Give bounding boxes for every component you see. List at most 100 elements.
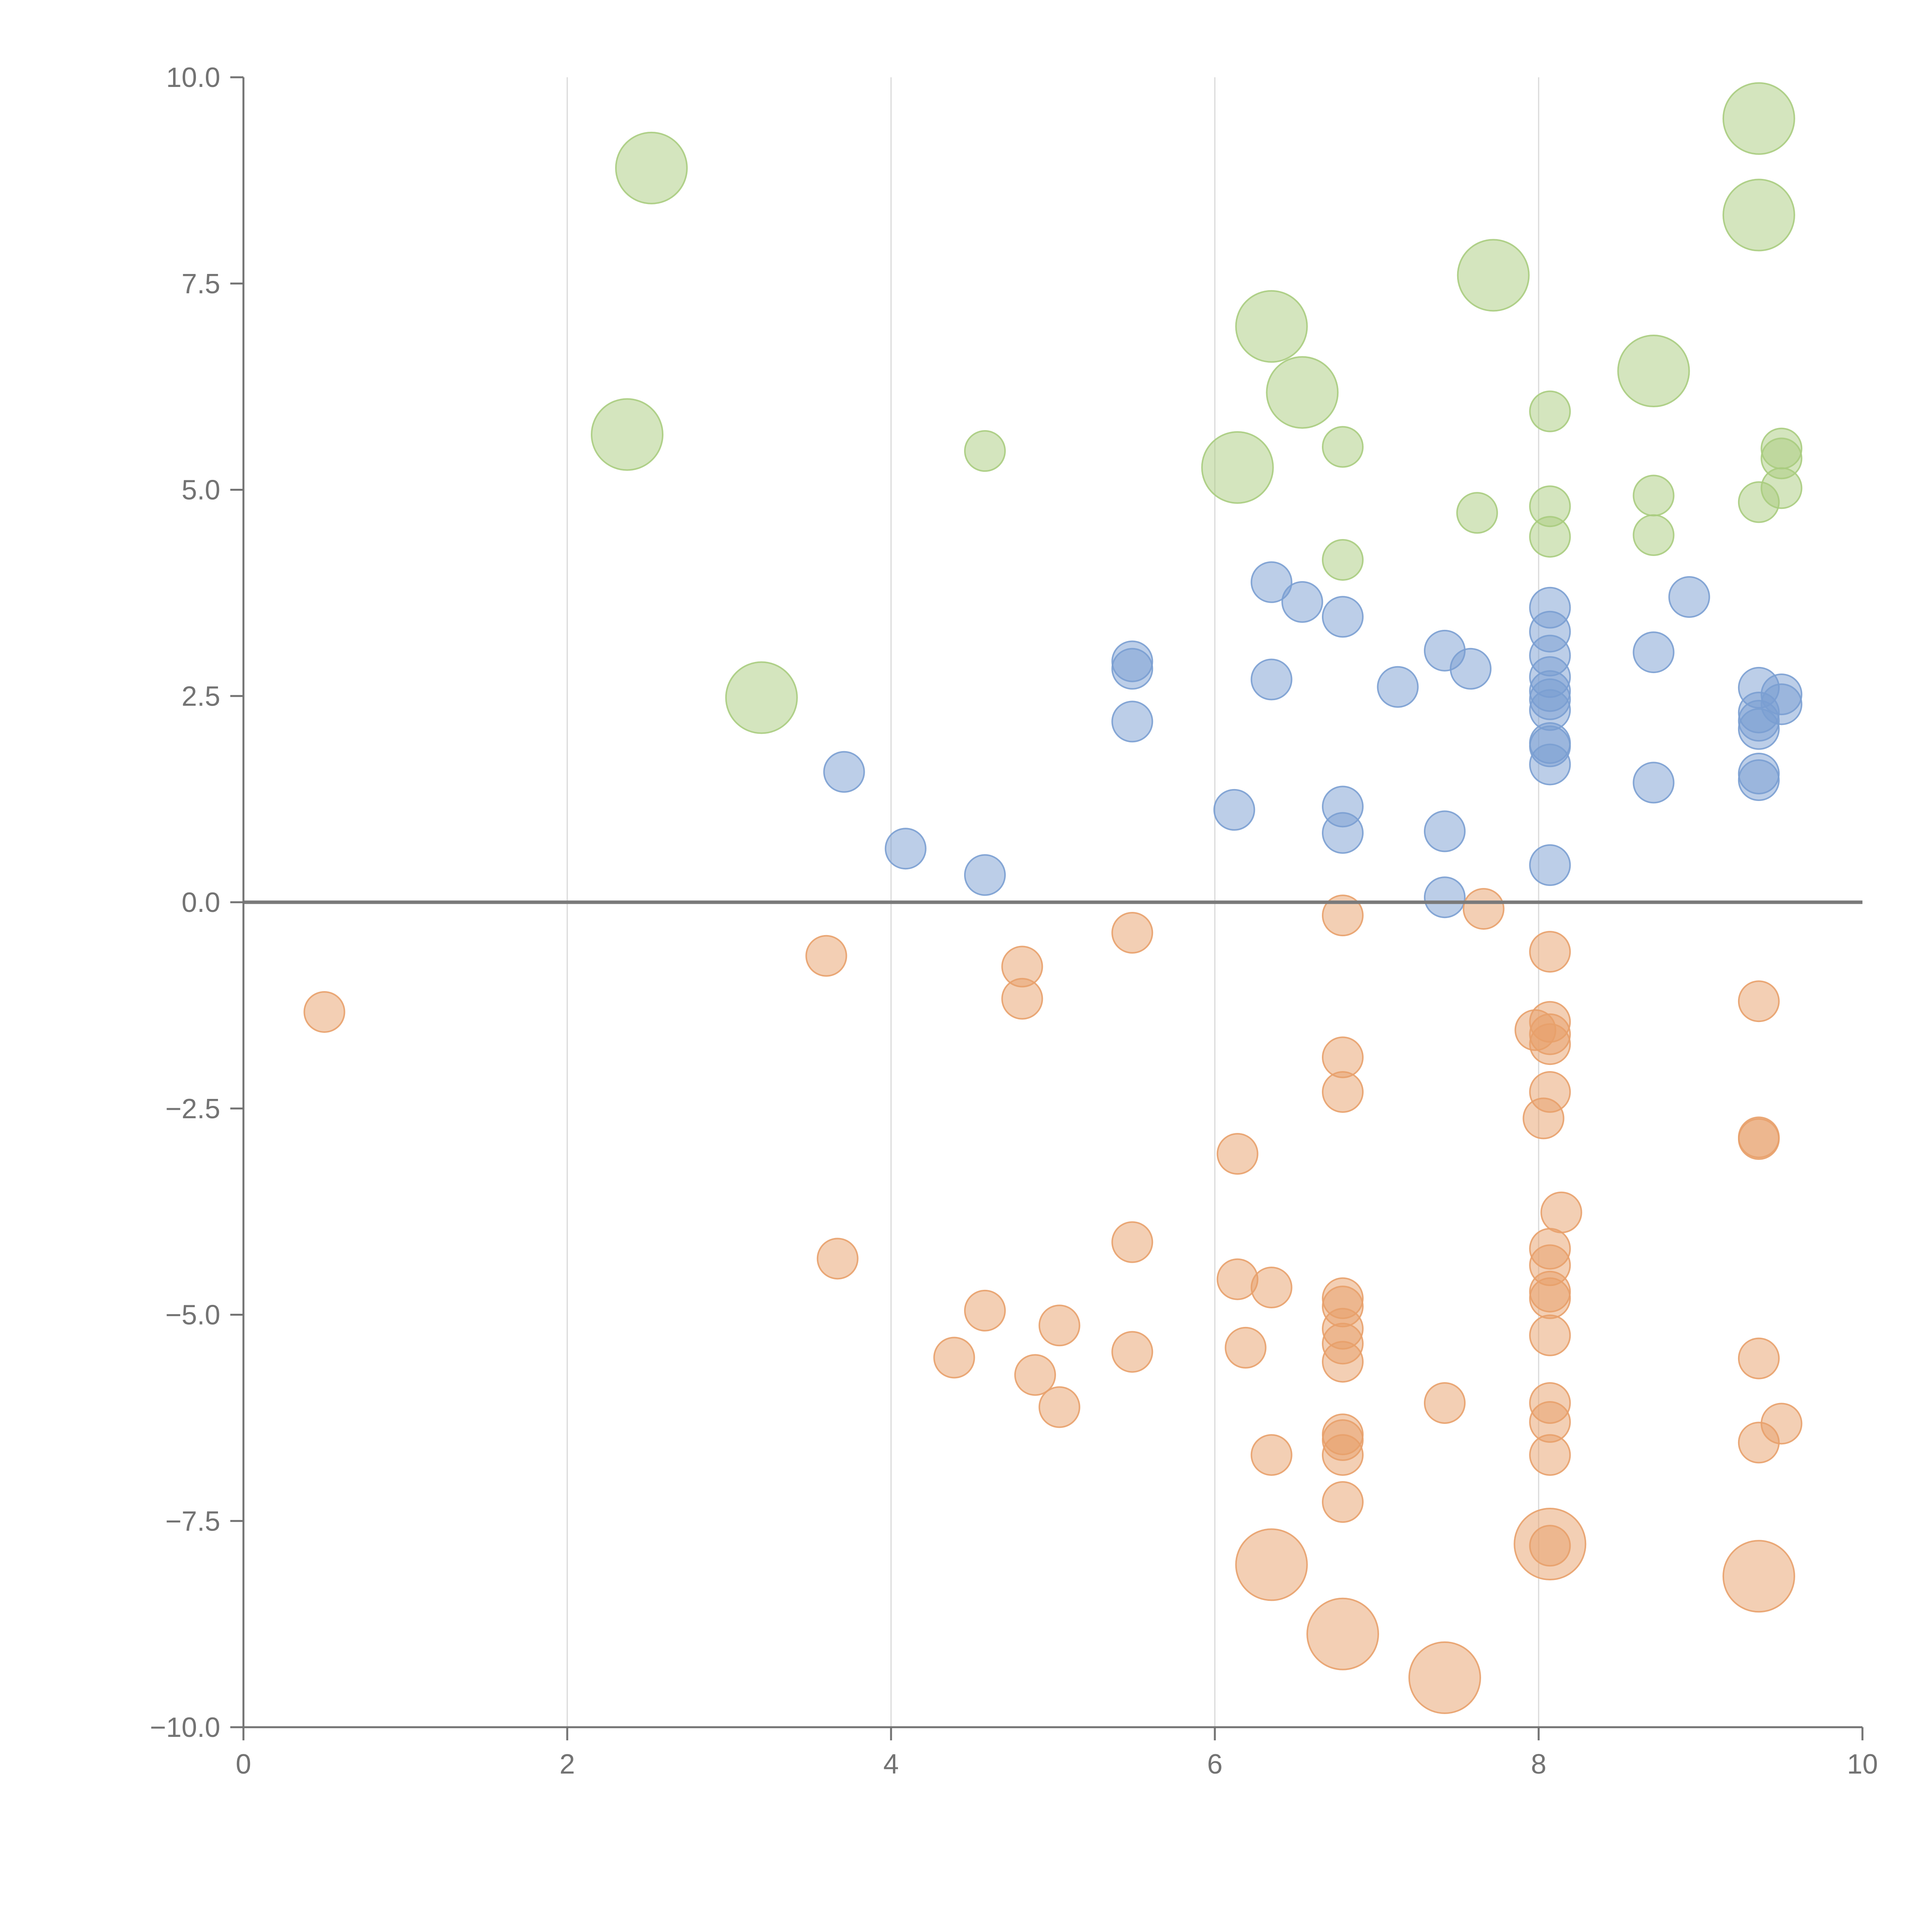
y-tick-label: −5.0 (165, 1300, 220, 1331)
orange-point-2 (816, 1238, 859, 1280)
orange-point-31 (1306, 1597, 1379, 1670)
green-point-14 (1617, 335, 1690, 408)
green-point-8 (1322, 539, 1364, 581)
blue-point-9 (1281, 581, 1323, 623)
blue-point-13 (1377, 666, 1419, 708)
blue-point-1 (884, 828, 927, 870)
y-tick-label: 7.5 (182, 269, 220, 299)
blue-point-16 (1423, 876, 1466, 918)
green-point-13 (1529, 516, 1571, 558)
blue-point-39 (1760, 683, 1803, 725)
series-blue (823, 561, 1803, 918)
orange-point-13 (1216, 1133, 1259, 1175)
x-tick-label: 0 (236, 1749, 251, 1780)
blue-point-6 (1213, 789, 1255, 831)
blue-point-27 (1529, 743, 1571, 786)
blue-point-4 (1111, 648, 1153, 690)
orange-point-29 (1322, 1434, 1364, 1476)
blue-point-5 (1111, 701, 1153, 743)
orange-point-40 (1529, 1023, 1571, 1065)
orange-point-3 (933, 1337, 975, 1379)
orange-point-33 (1408, 1641, 1481, 1714)
green-point-2 (725, 661, 798, 734)
blue-point-29 (1633, 631, 1675, 673)
orange-point-32 (1423, 1382, 1466, 1424)
orange-point-9 (1038, 1386, 1080, 1428)
y-tick-label: −10.0 (150, 1712, 220, 1743)
y-tick-label: 5.0 (182, 475, 220, 506)
orange-point-53 (1738, 980, 1780, 1022)
x-tick-label: 6 (1207, 1749, 1223, 1780)
y-tick-label: −7.5 (165, 1506, 220, 1537)
y-axis-ticks: 10.0 7.5 5.0 2.5 0.0 −2.5 −5.0 −7.5 −10.0 (150, 62, 243, 1743)
orange-point-6 (1001, 978, 1043, 1020)
x-tick-label: 4 (883, 1749, 899, 1780)
y-tick-label: 0.0 (182, 887, 220, 918)
orange-point-51 (1514, 1508, 1587, 1581)
orange-point-16 (1250, 1267, 1293, 1309)
blue-point-8 (1250, 658, 1293, 701)
blue-point-7 (1250, 561, 1293, 603)
green-point-15 (1633, 474, 1675, 517)
orange-point-8 (1038, 1304, 1080, 1347)
orange-point-0 (303, 991, 345, 1033)
orange-point-30 (1322, 1481, 1364, 1523)
orange-point-19 (1322, 895, 1364, 937)
blue-point-17 (1450, 648, 1492, 690)
data-points (303, 82, 1803, 1714)
x-tick-label: 2 (560, 1749, 575, 1780)
x-tick-label: 10 (1847, 1749, 1878, 1780)
blue-point-30 (1633, 762, 1675, 804)
orange-point-37 (1529, 931, 1571, 973)
orange-point-41 (1529, 1071, 1571, 1113)
blue-point-10 (1322, 596, 1364, 638)
orange-point-55 (1738, 1118, 1780, 1160)
series-orange (303, 888, 1803, 1714)
orange-point-52 (1540, 1191, 1582, 1233)
green-point-10 (1457, 239, 1530, 312)
orange-point-15 (1225, 1327, 1267, 1369)
orange-point-1 (805, 935, 847, 977)
blue-point-28 (1529, 844, 1571, 886)
x-tick-label: 8 (1531, 1749, 1546, 1780)
y-tick-label: 2.5 (182, 681, 220, 712)
y-tick-label: 10.0 (166, 62, 220, 93)
green-point-16 (1633, 514, 1675, 556)
orange-point-11 (1111, 1221, 1153, 1263)
orange-point-34 (1463, 888, 1505, 930)
orange-point-18 (1235, 1528, 1308, 1601)
orange-point-58 (1722, 1540, 1795, 1613)
blue-point-0 (823, 751, 865, 793)
orange-point-56 (1738, 1337, 1780, 1379)
green-point-0 (615, 131, 688, 204)
orange-point-10 (1111, 912, 1153, 954)
green-point-22 (1760, 467, 1803, 509)
green-point-5 (1235, 290, 1308, 363)
orange-point-7 (1014, 1354, 1056, 1396)
green-point-1 (591, 398, 664, 471)
green-point-18 (1722, 179, 1795, 252)
y-tick-label: −2.5 (165, 1094, 220, 1124)
green-point-6 (1266, 356, 1339, 429)
orange-point-21 (1322, 1071, 1364, 1113)
blue-point-2 (964, 854, 1006, 896)
orange-point-59 (1760, 1403, 1803, 1445)
orange-point-45 (1529, 1277, 1571, 1319)
axes (242, 77, 1862, 1728)
green-point-7 (1322, 426, 1364, 468)
orange-point-49 (1529, 1434, 1571, 1476)
blue-point-37 (1738, 759, 1780, 801)
orange-point-26 (1322, 1341, 1364, 1383)
series-green (591, 82, 1803, 734)
orange-point-17 (1250, 1434, 1293, 1476)
blue-point-12 (1322, 812, 1364, 854)
green-point-17 (1722, 82, 1795, 155)
green-point-9 (1456, 492, 1498, 534)
green-point-3 (964, 430, 1006, 472)
orange-point-4 (964, 1289, 1006, 1332)
orange-point-46 (1529, 1314, 1571, 1356)
blue-point-15 (1423, 810, 1466, 852)
green-point-11 (1529, 390, 1571, 432)
orange-point-12 (1111, 1331, 1153, 1373)
